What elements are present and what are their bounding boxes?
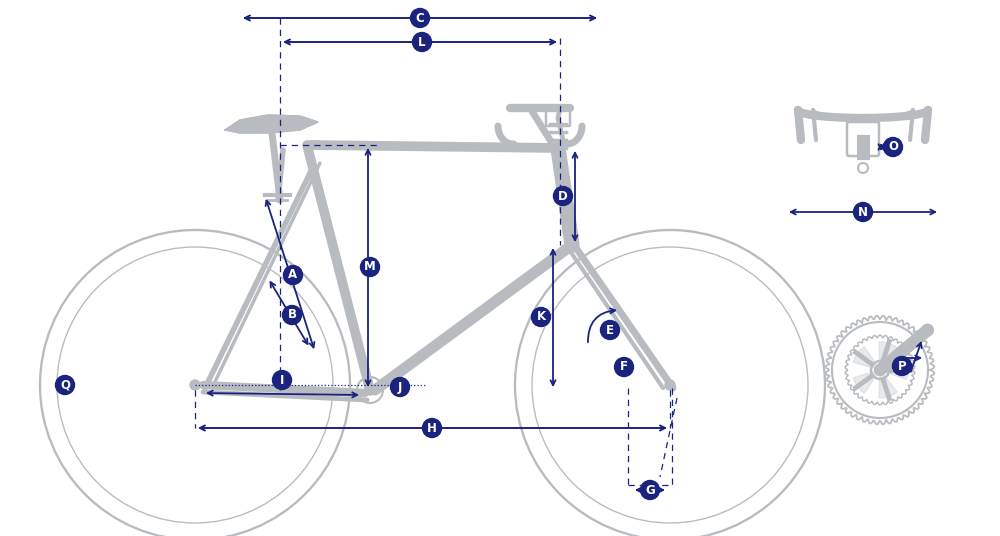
Text: B: B: [288, 309, 296, 322]
Text: E: E: [606, 324, 614, 337]
Polygon shape: [225, 115, 318, 133]
Circle shape: [614, 358, 634, 376]
Circle shape: [532, 308, 550, 326]
Text: D: D: [558, 190, 568, 203]
Text: J: J: [398, 381, 402, 393]
Text: A: A: [288, 269, 298, 281]
Circle shape: [554, 187, 572, 205]
Circle shape: [272, 370, 292, 390]
Circle shape: [284, 265, 302, 285]
Polygon shape: [853, 370, 880, 393]
Circle shape: [854, 203, 872, 221]
Circle shape: [365, 385, 375, 395]
Text: L: L: [418, 35, 426, 48]
Circle shape: [411, 9, 430, 27]
Circle shape: [884, 138, 902, 157]
Text: I: I: [280, 374, 284, 386]
Polygon shape: [879, 370, 897, 398]
Circle shape: [640, 480, 660, 500]
Circle shape: [190, 380, 200, 390]
Circle shape: [893, 356, 912, 376]
Text: O: O: [888, 140, 898, 153]
Polygon shape: [879, 342, 897, 370]
Text: H: H: [427, 421, 437, 435]
Text: P: P: [898, 360, 906, 373]
Circle shape: [600, 321, 620, 339]
Circle shape: [283, 306, 302, 324]
Text: M: M: [364, 260, 376, 273]
Text: K: K: [536, 310, 546, 324]
Text: F: F: [620, 361, 628, 374]
Circle shape: [360, 257, 380, 277]
Circle shape: [390, 377, 410, 397]
Text: C: C: [416, 11, 424, 25]
Polygon shape: [853, 347, 880, 370]
Circle shape: [665, 380, 675, 390]
Text: G: G: [645, 483, 655, 496]
Polygon shape: [880, 360, 908, 379]
Circle shape: [413, 33, 432, 51]
Text: Q: Q: [60, 378, 70, 391]
Text: N: N: [858, 205, 868, 219]
Circle shape: [56, 376, 74, 394]
Circle shape: [422, 419, 442, 437]
